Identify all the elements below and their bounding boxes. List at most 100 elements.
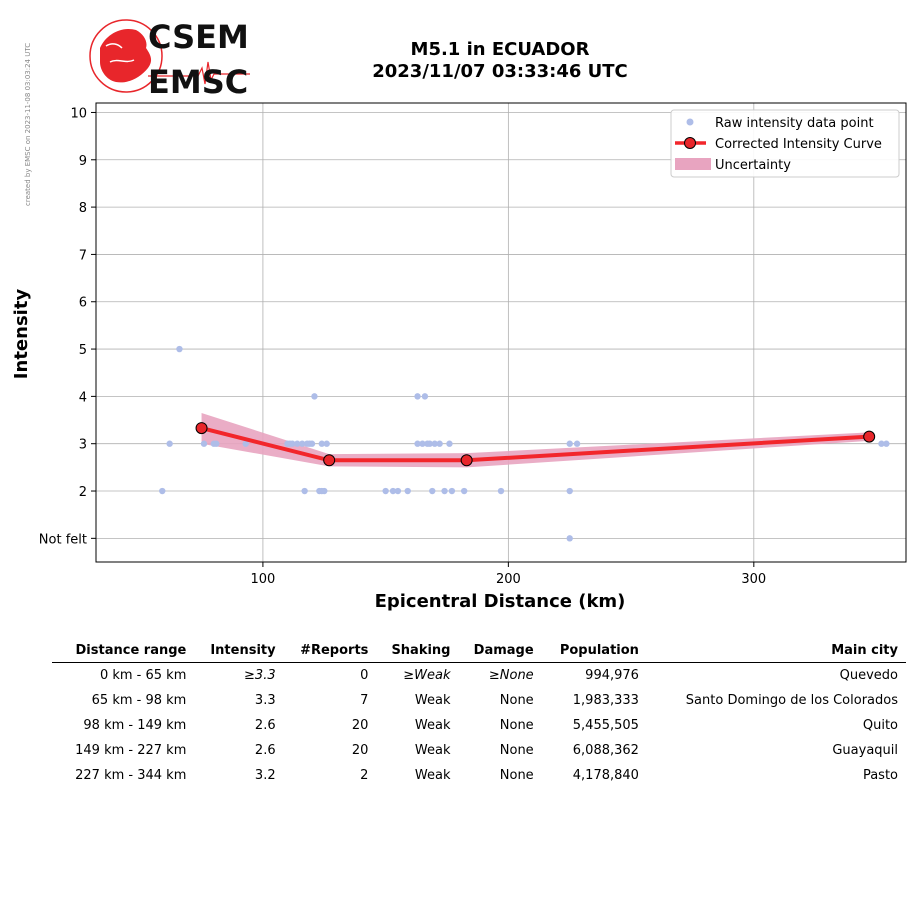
table-cell-damage: None: [499, 718, 534, 733]
y-tick-label-6: 7: [79, 248, 87, 263]
logo-seismogram-icon: [148, 61, 250, 85]
table-cell-shaking: Weak: [414, 718, 451, 733]
legend-band-label: Uncertainty: [715, 158, 791, 173]
y-tick-label-7: 8: [79, 201, 87, 216]
table-cell-shaking: Weak: [414, 768, 451, 783]
raw-point-24: [394, 487, 402, 495]
table-row: 65 km - 98 km 3.3 7 Weak None 1,983,333 Santo …: [52, 688, 906, 713]
raw-point-3: [200, 440, 208, 447]
raw-point-43: [573, 440, 581, 447]
header-city: Main city: [646, 641, 906, 663]
raw-point-35: [441, 487, 448, 495]
raw-point-28: [419, 440, 426, 447]
table-cell-reports: 20: [351, 718, 369, 733]
uncertainty-polygon: [201, 412, 870, 468]
curve-point-3: [863, 430, 876, 443]
table-cell-damage: None: [499, 743, 534, 758]
header-population: Population: [541, 641, 647, 663]
table-cell-shaking: Weak: [414, 693, 451, 708]
legend-box: [670, 109, 900, 178]
x-ticks: 100 200 300: [250, 562, 766, 587]
table-cell-reports: 20: [351, 743, 369, 758]
table-cell-damage: ≥None: [488, 668, 534, 683]
table-header-row: Distance range Intensity #Reports Shakin…: [52, 641, 906, 663]
table-row: 149 km - 227 km 2.6 20 Weak None 6,088,362 Gua…: [52, 738, 906, 763]
raw-point-6: [242, 440, 249, 447]
table-cell-population: 4,178,840: [572, 768, 639, 783]
y-tick-label-4: 5: [79, 343, 87, 358]
raw-point-21: [323, 440, 330, 447]
raw-point-33: [431, 440, 438, 447]
table-cell-city: Guayaquil: [832, 743, 898, 758]
raw-point-15: [308, 440, 316, 447]
raw-point-11: [298, 440, 306, 447]
y-axis-label: Intensity: [11, 289, 32, 380]
table-cell-city: Quevedo: [839, 668, 898, 683]
raw-point-37: [448, 487, 456, 495]
legend: Raw intensity data point Corrected Inten…: [670, 109, 900, 178]
table-row: 227 km - 344 km 3.2 2 Weak None 4,178,840 Past…: [52, 763, 906, 788]
table-cell-population: 6,088,362: [572, 743, 639, 758]
y-tick-label-9: 10: [70, 106, 87, 121]
raw-point-22: [382, 487, 389, 495]
table-row: 98 km - 149 km 2.6 20 Weak None 5,455,505 Quit…: [52, 713, 906, 738]
legend-raw-marker: [686, 118, 694, 126]
table-cell-intensity: 2.6: [254, 743, 276, 758]
raw-point-10: [294, 440, 301, 447]
legend-curve-marker: [684, 137, 696, 149]
x-axis-label: Epicentral Distance (km): [375, 591, 626, 612]
curve-point-2: [460, 454, 473, 467]
table-cell-intensity: 3.3: [254, 693, 276, 708]
raw-point-29: [421, 393, 429, 400]
table-cell-city: Quito: [862, 718, 898, 733]
raw-point-25: [404, 487, 411, 495]
y-tick-label-1: 2: [79, 485, 87, 500]
raw-point-40: [566, 535, 573, 542]
raw-point-23: [389, 487, 397, 495]
raw-point-18: [318, 440, 326, 447]
header-distance: Distance range: [52, 641, 195, 663]
table-cell-reports: 0: [360, 668, 369, 683]
raw-point-41: [566, 487, 573, 495]
chart-title-line1: M5.1 in ECUADOR: [410, 39, 590, 60]
table-cell-range: 0 km - 65 km: [99, 668, 187, 683]
grid: [96, 103, 906, 562]
y-ticks: Not felt 2 3 4 5 6 7 8 9 10: [39, 106, 96, 547]
raw-point-34: [436, 440, 443, 447]
y-tick-label-2: 3: [79, 438, 87, 453]
y-tick-label-5: 6: [79, 296, 87, 311]
table-cell-range: 98 km - 149 km: [83, 718, 187, 733]
raw-point-20: [321, 487, 328, 495]
table-cell-intensity: ≥3.3: [244, 668, 276, 683]
header-reports: #Reports: [283, 641, 377, 663]
table-cell-reports: 2: [360, 768, 369, 783]
header-damage: Damage: [458, 641, 542, 663]
raw-point-2: [176, 345, 183, 353]
intensity-chart: 100 200 300 Not felt 2 3 4 5 6 7 8 9 10 Epicentral …: [11, 102, 907, 612]
intensity-summary-table: Distance range Intensity #Reports Shakin…: [52, 641, 906, 788]
raw-point-39: [497, 487, 505, 495]
curve-point-1: [323, 454, 336, 467]
curve-point-0: [195, 422, 208, 435]
raw-point-38: [460, 487, 468, 495]
plot-frame: [95, 102, 907, 563]
table-cell-shaking: Weak: [414, 743, 451, 758]
table-cell-shaking: ≥Weak: [403, 668, 451, 683]
legend-curve-label: Corrected Intensity Curve: [715, 137, 882, 152]
legend-band-swatch: [675, 158, 711, 170]
raw-point-45: [883, 440, 890, 447]
table-cell-population: 994,976: [585, 668, 639, 683]
table-cell-population: 5,455,505: [572, 718, 639, 733]
header-shaking: Shaking: [376, 641, 459, 663]
x-tick-label-2: 300: [741, 572, 766, 587]
table-cell-intensity: 3.2: [254, 768, 276, 783]
emsc-logo: CSEM EMSC: [89, 18, 250, 98]
raw-point-27: [414, 393, 421, 400]
raw-point-44: [878, 440, 885, 447]
raw-point-36: [446, 440, 453, 447]
raw-point-9: [289, 440, 296, 447]
table-cell-range: 227 km - 344 km: [75, 768, 187, 783]
table-cell-damage: None: [499, 693, 534, 708]
uncertainty-band: [201, 412, 870, 468]
corrected-curve: [195, 422, 876, 467]
